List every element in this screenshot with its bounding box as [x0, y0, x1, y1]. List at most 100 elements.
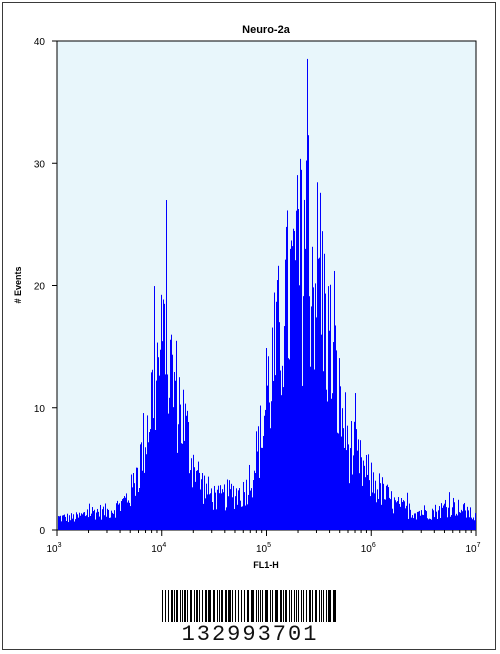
- histogram-bin: [308, 135, 309, 530]
- histogram-bin: [174, 372, 175, 530]
- histogram-bin: [473, 517, 474, 530]
- histogram-bin: [140, 444, 141, 530]
- histogram-bin: [267, 385, 268, 530]
- histogram-bin: [165, 374, 166, 530]
- histogram-bin: [466, 517, 467, 530]
- barcode-bar: [165, 590, 166, 622]
- histogram-bin: [60, 515, 61, 530]
- histogram-bin: [99, 516, 100, 530]
- histogram-bin: [292, 246, 293, 530]
- barcode-bar: [296, 590, 297, 622]
- histogram-bin: [439, 506, 440, 530]
- histogram-bin: [204, 475, 205, 530]
- histogram-bin: [182, 443, 183, 530]
- histogram-bin: [80, 515, 81, 530]
- barcode-bar: [217, 590, 218, 622]
- histogram-bin: [67, 513, 68, 530]
- histogram-bin: [84, 512, 85, 530]
- histogram-bin: [191, 458, 192, 530]
- histogram-bin: [365, 477, 366, 530]
- histogram-bin: [147, 415, 148, 530]
- histogram-bin: [88, 517, 89, 530]
- histogram-bin: [300, 158, 301, 530]
- histogram-bin: [397, 501, 398, 530]
- histogram-bin: [126, 493, 127, 530]
- histogram-bin: [277, 280, 278, 530]
- histogram-bin: [287, 210, 288, 530]
- histogram-bin: [314, 369, 315, 530]
- barcode-bar: [309, 590, 311, 622]
- barcode-bar: [190, 590, 192, 622]
- histogram-bin: [62, 515, 63, 530]
- histogram-bin: [337, 432, 338, 530]
- histogram-bin: [436, 511, 437, 530]
- histogram-bin: [65, 516, 66, 530]
- histogram-bin: [137, 467, 138, 530]
- histogram-bin: [164, 303, 165, 530]
- histogram-bin: [355, 393, 356, 530]
- histogram-bin: [185, 403, 186, 530]
- histogram-bin: [192, 487, 193, 530]
- histogram-bin: [362, 485, 363, 530]
- histogram-bin: [247, 504, 248, 530]
- histogram-bin: [381, 504, 382, 530]
- histogram-bin: [96, 512, 97, 530]
- histogram-bin: [246, 479, 247, 530]
- histogram-bin: [403, 500, 404, 530]
- histogram-bin: [69, 515, 70, 530]
- y-tick-label: 30: [34, 159, 46, 170]
- barcode-bar: [247, 590, 249, 622]
- histogram-bin: [462, 511, 463, 530]
- histogram-bin: [268, 356, 269, 530]
- histogram-bin: [390, 499, 391, 530]
- histogram-bin: [437, 518, 438, 530]
- histogram-bin: [144, 472, 145, 530]
- histogram-bin: [313, 287, 314, 530]
- histogram-bin: [257, 451, 258, 530]
- histogram-bin: [154, 286, 155, 530]
- histogram-bin: [256, 431, 257, 530]
- histogram-bin: [252, 497, 253, 530]
- histogram-bin: [81, 513, 82, 530]
- histogram-bin: [198, 461, 199, 530]
- barcode-bar: [256, 590, 257, 622]
- histogram-bin: [456, 513, 457, 530]
- barcode-bar: [180, 590, 181, 622]
- histogram-bin: [330, 284, 331, 530]
- histogram-bin: [334, 270, 335, 530]
- histogram-bin: [162, 341, 163, 530]
- histogram-bin: [68, 522, 69, 530]
- histogram-bin: [232, 497, 233, 530]
- histogram-bin: [229, 480, 230, 530]
- histogram-bin: [59, 516, 60, 530]
- histogram-bin: [460, 512, 461, 530]
- histogram-bin: [178, 424, 179, 530]
- x-tick-label: 107: [465, 542, 480, 555]
- histogram-bin: [74, 521, 75, 530]
- histogram-bin: [332, 393, 333, 530]
- histogram-bin: [212, 502, 213, 530]
- histogram-bin: [318, 258, 319, 530]
- barcode-bar: [321, 590, 322, 622]
- histogram-bin: [279, 322, 280, 530]
- histogram-bin: [405, 508, 406, 530]
- histogram-bin: [138, 492, 139, 530]
- histogram-bin: [384, 499, 385, 530]
- histogram-bin: [255, 473, 256, 530]
- histogram-bin: [444, 503, 445, 530]
- histogram-bin: [394, 497, 395, 530]
- barcode-bar: [265, 590, 268, 622]
- histogram-bin: [316, 317, 317, 530]
- histogram-bin: [259, 477, 260, 530]
- histogram-bin: [155, 429, 156, 530]
- histogram-bin: [180, 404, 181, 530]
- histogram-bin: [238, 490, 239, 530]
- histogram-bin: [181, 443, 182, 530]
- histogram-bars: [58, 58, 476, 531]
- histogram-bin: [375, 480, 376, 530]
- histogram-bin: [249, 464, 250, 530]
- histogram-bin: [443, 505, 444, 530]
- histogram-bin: [401, 497, 402, 530]
- barcode-number: 132993701: [181, 622, 319, 647]
- histogram-bin: [474, 520, 475, 530]
